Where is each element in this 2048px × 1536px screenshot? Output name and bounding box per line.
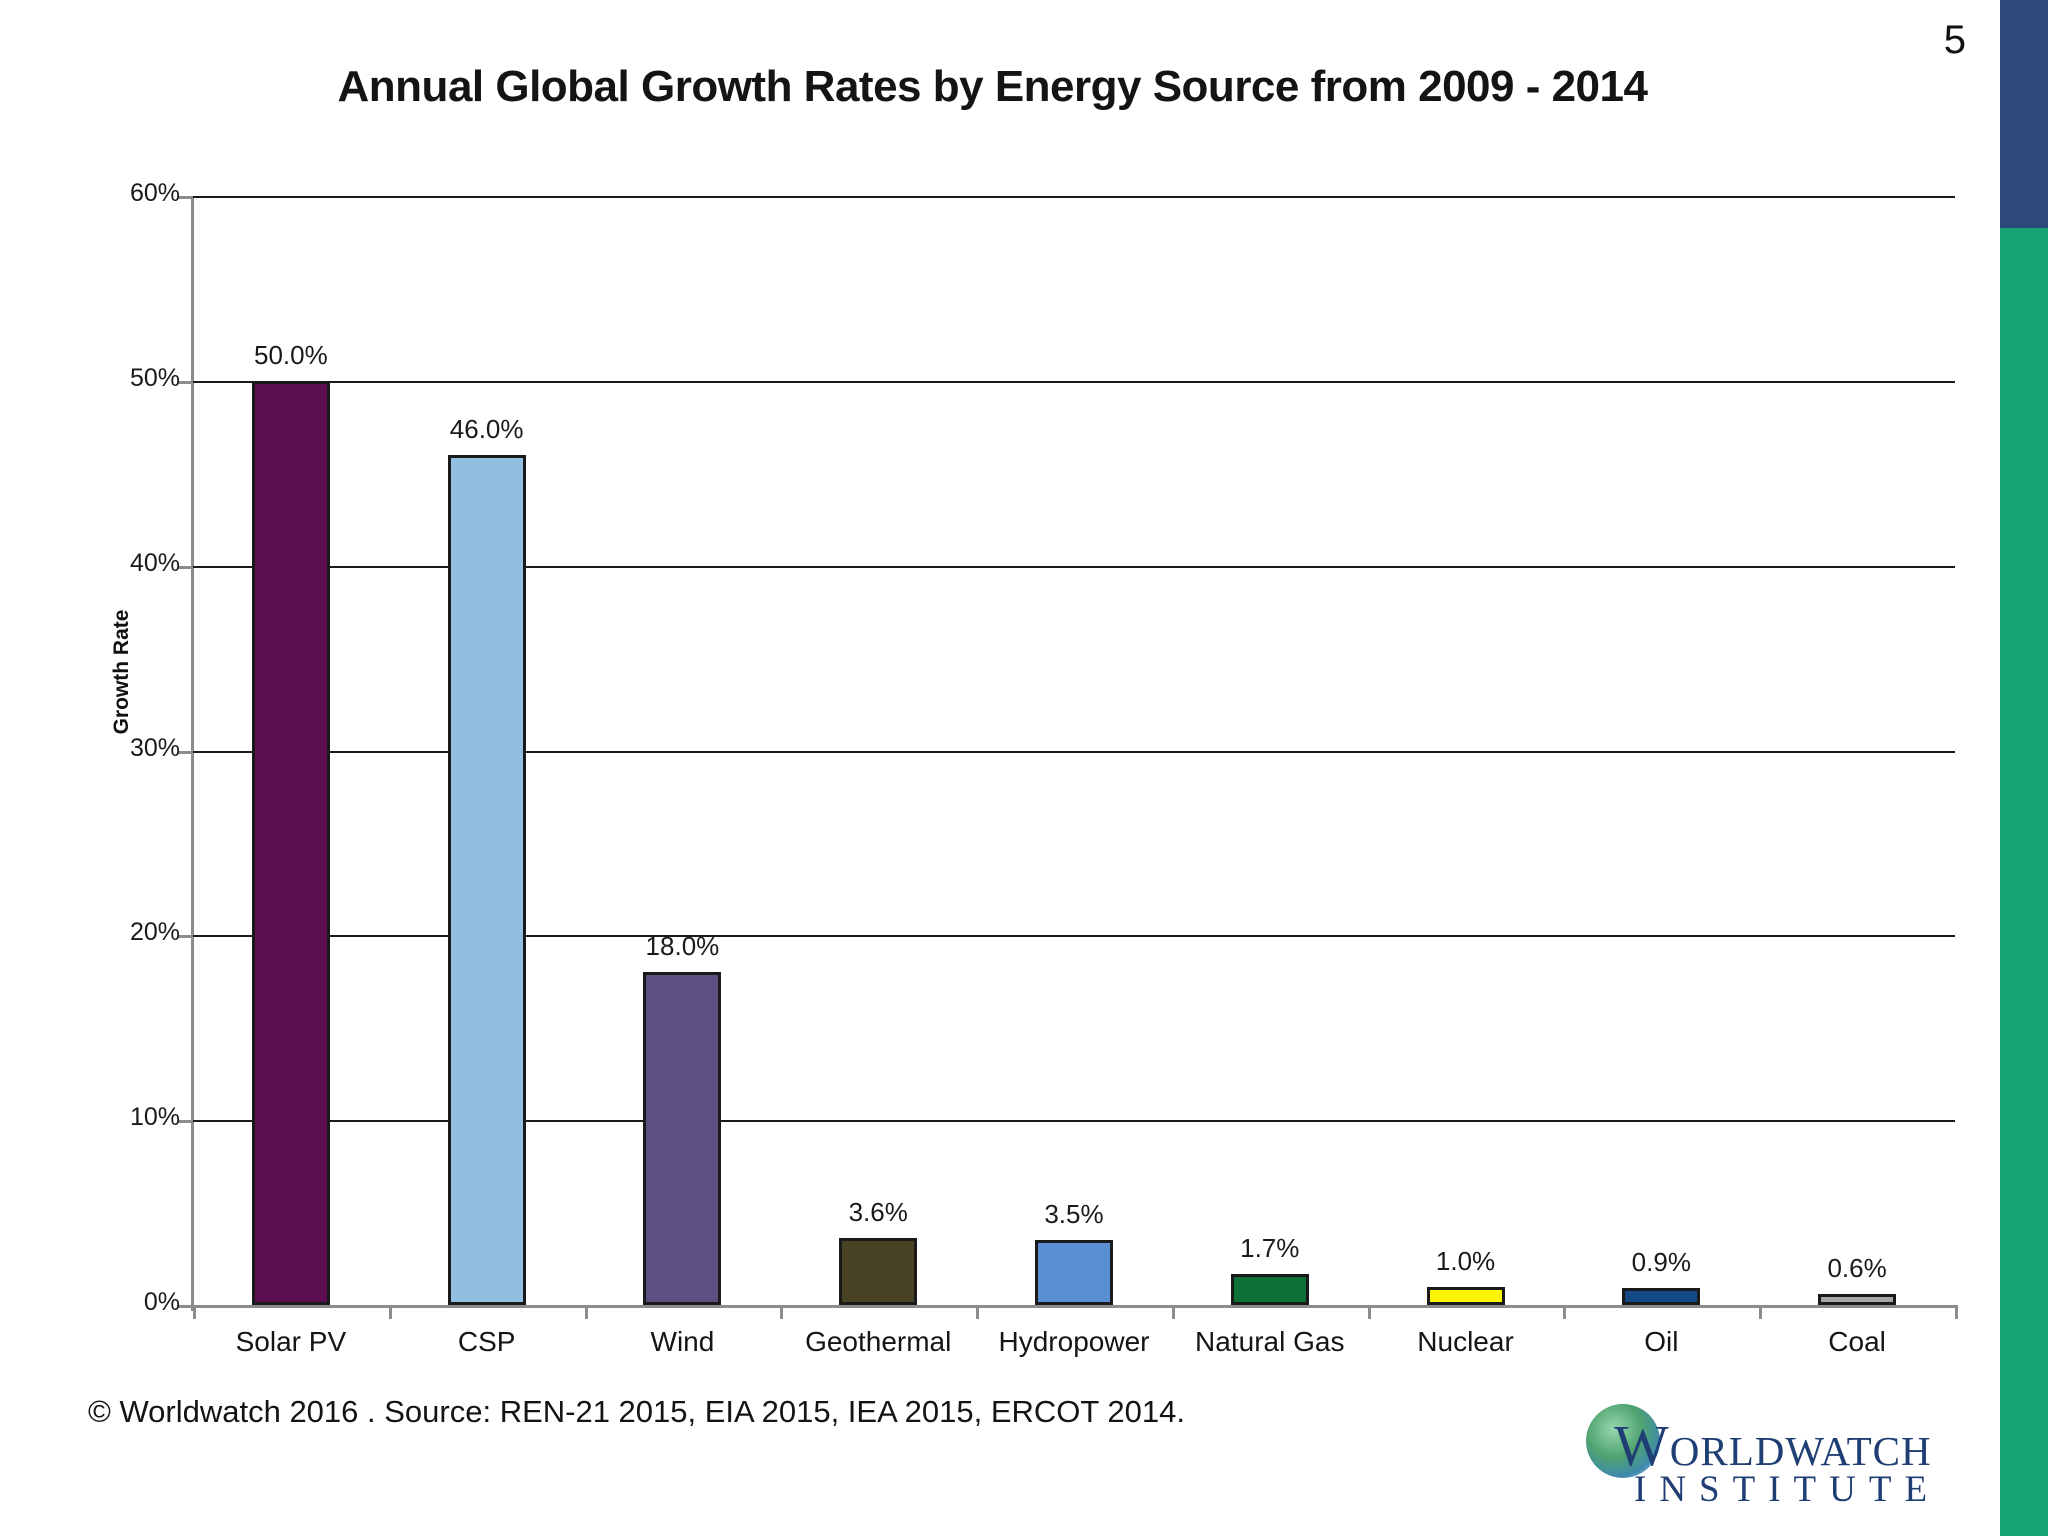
y-axis-tick [178,1120,191,1124]
x-axis-category-label: Hydropower [998,1326,1150,1357]
bar-natural-gas[interactable] [1230,1273,1309,1305]
gridline [193,380,1955,383]
x-axis-line [191,1305,1955,1308]
y-axis-tick [178,1305,191,1308]
x-axis-tick [780,1305,784,1319]
x-axis-tick [976,1305,980,1319]
bar-group: 1.7% [1172,196,1368,1305]
gridline [193,750,1955,753]
x-axis-tick [584,1305,588,1319]
x-axis-category-label: Nuclear [1417,1326,1514,1357]
y-axis-tick-label: 30% [129,733,180,762]
bar-value-label: 50.0% [254,339,328,370]
slide-accent-rail [2000,0,2048,1536]
bar-solar-pv[interactable] [251,380,330,1305]
bar-value-label: 3.5% [1044,1199,1104,1230]
y-axis-tick-label: 60% [129,179,180,207]
bar-value-label: 1.0% [1435,1245,1496,1276]
bar-group: 0.9% [1563,196,1759,1305]
gridline [193,1120,1955,1123]
y-axis-tick-label: 20% [129,918,180,947]
x-axis-tick [1367,1305,1371,1319]
chart-title: Annual Global Growth Rates by Energy Sou… [337,62,1648,111]
bar-value-label: 3.6% [848,1197,908,1228]
bar-oil[interactable] [1622,1288,1701,1305]
logo-wordmark: Worldwatch [1614,1413,1932,1478]
bar-hydropower[interactable] [1034,1240,1113,1305]
bar-value-label: 18.0% [645,931,720,962]
bar-wind[interactable] [643,972,722,1305]
x-axis-category-label: Oil [1644,1326,1679,1357]
plot-area: 50.0% 46.0% 18.0% 3.6% 3.5% 1.7% 1.0% 0.9% 0.6% [193,196,1955,1308]
x-axis-tick [1563,1305,1567,1319]
bar-group: 50.0% [193,196,389,1305]
x-axis-category-label: Coal [1828,1326,1886,1357]
y-axis-tick [178,565,191,569]
x-axis-tick [1955,1305,1958,1319]
bar-nuclear[interactable] [1426,1286,1505,1305]
x-axis-tick [1171,1305,1175,1319]
bar-group: 18.0% [585,196,781,1305]
footer-source-text: © Worldwatch 2016 . Source: REN-21 2015,… [88,1394,1185,1429]
bar-group: 3.5% [976,196,1172,1305]
bar-group: 0.6% [1759,196,1955,1305]
x-axis-category-label: Geothermal [805,1326,952,1357]
x-axis-tick [1759,1305,1763,1319]
x-axis-tick [193,1305,196,1319]
x-axis-category-label: CSP [457,1326,516,1357]
y-axis-tick [178,935,191,939]
y-axis-tick [178,750,191,754]
accent-bar-green [2000,228,2048,1536]
y-axis-line [191,196,194,1311]
bar-group: 3.6% [780,196,976,1305]
bar-value-label: 0.9% [1631,1247,1691,1278]
bar-geothermal[interactable] [839,1238,918,1305]
y-axis-tick [178,380,191,384]
gridline [193,565,1955,568]
bar-group: 46.0% [389,196,585,1305]
bar-value-label: 1.7% [1240,1232,1300,1263]
slide-number: 5 [1943,18,1966,62]
y-axis-tick-label: 50% [129,363,180,392]
y-axis-tick-label: 40% [129,548,180,577]
bar-coal[interactable] [1818,1293,1897,1305]
bar-group: 1.0% [1368,196,1564,1305]
logo-subwordmark: INSTITUTE [1634,1469,1941,1510]
x-axis-tick [388,1305,392,1319]
y-axis-tick-label: 10% [129,1103,180,1132]
gridline [193,935,1955,938]
bar-csp[interactable] [447,454,526,1305]
x-axis-category-label: Natural Gas [1195,1326,1345,1357]
x-axis-category-label: Wind [650,1326,715,1357]
globe-icon [1586,1404,1660,1478]
bar-value-label: 46.0% [449,413,524,444]
x-axis-category-label: Solar PV [235,1326,347,1357]
y-axis-tick-label: 0% [143,1288,180,1316]
y-axis-title: Growth Rate [110,609,133,735]
gridline [193,196,1955,198]
y-axis-tick [178,196,191,199]
accent-bar-navy [2000,0,2048,228]
bar-value-label: 0.6% [1827,1252,1887,1283]
worldwatch-institute-logo: Worldwatch INSTITUTE [1578,1402,1968,1520]
